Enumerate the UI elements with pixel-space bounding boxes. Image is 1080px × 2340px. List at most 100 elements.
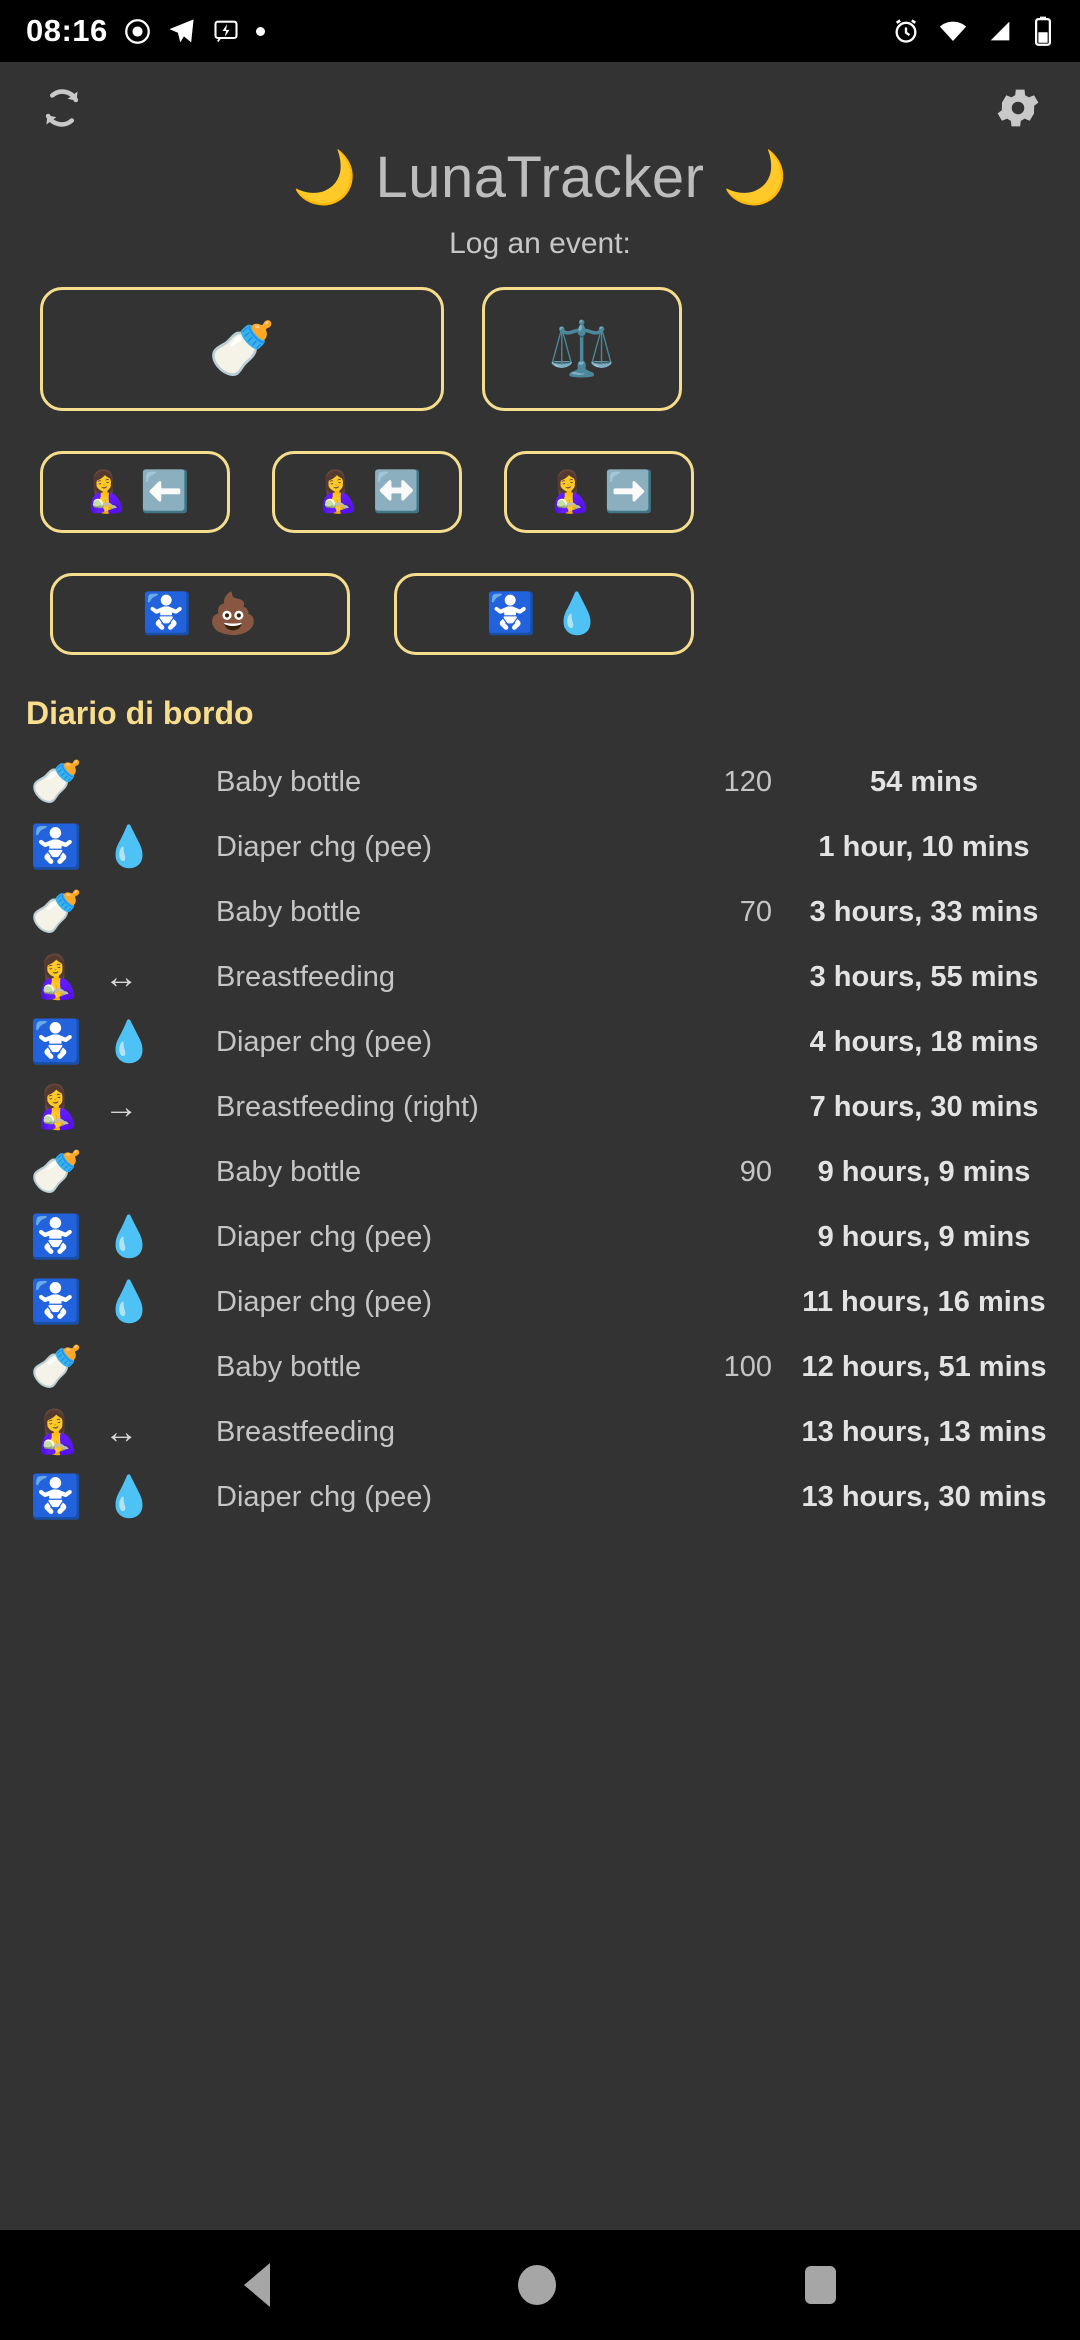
event-detail-icon: 💧 [104,1280,155,1325]
table-row[interactable]: 🍼 Baby bottle 120 54 mins [26,750,1054,815]
sync-refresh-icon[interactable] [32,78,92,138]
breastfeeding-right-button[interactable]: 🤱 ➡️ [504,450,694,533]
row-icons: 🍼 [26,1346,216,1388]
event-quantity: 70 [739,895,772,928]
event-label: Diaper chg (pee) [216,831,432,864]
breastfeeding-left-button[interactable]: 🤱 ⬅️ [40,450,230,533]
event-elapsed-time: 7 hours, 30 mins [809,1090,1039,1123]
scale-button[interactable]: ⚖️ [482,286,682,411]
log-buttons-area: 🍼 ⚖️ 🤱 ⬅️ 🤱 ↔️ 🤱 ➡️ [0,286,1080,655]
telegram-send-icon [167,17,196,46]
event-type-icon: 🚼 [30,1473,83,1521]
event-detail-icon: 💧 [104,825,155,870]
event-type-icon: 🤱 [30,1083,83,1131]
row-icons: 🚼 💧 [26,1216,216,1258]
event-type-icon: 🚼 [30,823,83,871]
status-time: 08:16 [26,13,108,48]
moon-left-icon: 🌙 [292,149,358,208]
event-type-icon: 🍼 [30,888,83,936]
app-content: 🌙 LunaTracker 🌙 Log an event: 🍼 ⚖️ 🤱 ⬅️ [0,62,1080,2230]
table-row[interactable]: 🍼 Baby bottle 100 12 hours, 51 mins [26,1335,1054,1400]
event-label: Breastfeeding [216,1416,395,1449]
breastfeeding-icon: 🤱 [312,469,362,514]
alarm-icon [892,17,920,45]
page-title: 🌙 LunaTracker 🌙 [0,145,1080,210]
table-row[interactable]: 🤱 ↔ Breastfeeding 3 hours, 55 mins [26,945,1054,1010]
event-elapsed-time: 9 hours, 9 mins [817,1155,1031,1188]
table-row[interactable]: 🤱 ↔ Breastfeeding 13 hours, 13 mins [26,1400,1054,1465]
event-label: Diaper chg (pee) [216,1286,432,1319]
arrow-right-icon: ➡️ [604,469,654,514]
table-row[interactable]: 🚼 💧 Diaper chg (pee) 13 hours, 30 mins [26,1465,1054,1530]
event-elapsed-time: 4 hours, 18 mins [809,1025,1039,1058]
event-label: Baby bottle [216,1351,362,1384]
table-row[interactable]: 🤱 → Breastfeeding (right) 7 hours, 30 mins [26,1075,1054,1140]
baby-symbol-icon: 🚼 [142,591,192,636]
event-elapsed-time: 12 hours, 51 mins [801,1350,1047,1383]
arrow-left-right-icon: ↔️ [372,469,422,514]
event-label: Breastfeeding (right) [216,1091,479,1124]
event-label: Baby bottle [216,896,362,929]
gear-icon[interactable] [988,78,1048,138]
event-quantity: 100 [723,1350,772,1383]
baby-symbol-icon: 🚼 [486,591,536,636]
event-elapsed-time: 13 hours, 30 mins [801,1480,1047,1513]
event-elapsed-time: 3 hours, 55 mins [809,960,1039,993]
diaper-poop-button[interactable]: 🚼 💩 [50,572,350,655]
table-row[interactable]: 🍼 Baby bottle 70 3 hours, 33 mins [26,880,1054,945]
event-elapsed-time: 54 mins [870,765,978,798]
log-row-2: 🤱 ⬅️ 🤱 ↔️ 🤱 ➡️ [40,450,1040,533]
row-icons: 🤱 ↔ [26,956,216,998]
event-quantity: 120 [723,765,772,798]
bottle-button[interactable]: 🍼 [40,286,444,411]
home-button[interactable] [518,2265,557,2305]
diaper-pee-button[interactable]: 🚼 💧 [394,572,694,655]
event-detail-icon: 💧 [104,1020,155,1065]
table-row[interactable]: 🚼 💧 Diaper chg (pee) 9 hours, 9 mins [26,1205,1054,1270]
table-row[interactable]: 🚼 💧 Diaper chg (pee) 11 hours, 16 mins [26,1270,1054,1335]
row-icons: 🍼 [26,1151,216,1193]
event-elapsed-time: 9 hours, 9 mins [817,1220,1031,1253]
event-elapsed-time: 1 hour, 10 mins [818,830,1030,863]
side-arrow-icon: → [104,1088,139,1127]
event-type-icon: 🍼 [30,1148,83,1196]
signal-icon [986,17,1014,45]
app-name: LunaTracker [375,145,705,210]
log-row-3: 🚼 💩 🚼 💧 [40,572,1040,655]
back-button[interactable] [244,2263,271,2307]
screenshot-flash-icon [212,17,240,45]
event-elapsed-time: 3 hours, 33 mins [809,895,1039,928]
breastfeeding-icon: 🤱 [544,469,594,514]
status-bar-right [892,16,1054,46]
event-elapsed-time: 13 hours, 13 mins [801,1415,1047,1448]
event-type-icon: 🚼 [30,1278,83,1326]
side-arrow-icon: ↔ [104,1413,139,1452]
event-type-icon: 🤱 [30,1408,83,1456]
table-row[interactable]: 🚼 💧 Diaper chg (pee) 1 hour, 10 mins [26,815,1054,880]
event-label: Breastfeeding [216,961,395,994]
recents-button[interactable] [804,2266,836,2304]
event-label: Diaper chg (pee) [216,1026,432,1059]
row-icons: 🚼 💧 [26,1281,216,1323]
event-label: Baby bottle [216,766,362,799]
log-row-1: 🍼 ⚖️ [40,286,1040,411]
bottle-icon: 🍼 [208,318,276,379]
row-icons: 🚼 💧 [26,1021,216,1063]
table-row[interactable]: 🍼 Baby bottle 90 9 hours, 9 mins [26,1140,1054,1205]
event-label: Baby bottle [216,1156,362,1189]
app-top-bar [0,62,1080,154]
wifi-icon [938,16,968,46]
event-label: Diaper chg (pee) [216,1221,432,1254]
event-elapsed-time: 11 hours, 16 mins [802,1285,1046,1318]
event-type-icon: 🚼 [30,1018,83,1066]
moon-right-icon: 🌙 [722,149,788,208]
breastfeeding-both-button[interactable]: 🤱 ↔️ [272,450,462,533]
diary-list[interactable]: 🍼 Baby bottle 120 54 mins 🚼 💧 Diaper chg (pee)… [0,750,1080,1530]
event-type-icon: 🚼 [30,1213,83,1261]
event-quantity: 90 [739,1155,772,1188]
log-event-subtitle: Log an event: [449,226,631,260]
table-row[interactable]: 🚼 💧 Diaper chg (pee) 4 hours, 18 mins [26,1010,1054,1075]
row-icons: 🍼 [26,891,216,933]
droplet-icon: 💧 [552,591,602,636]
